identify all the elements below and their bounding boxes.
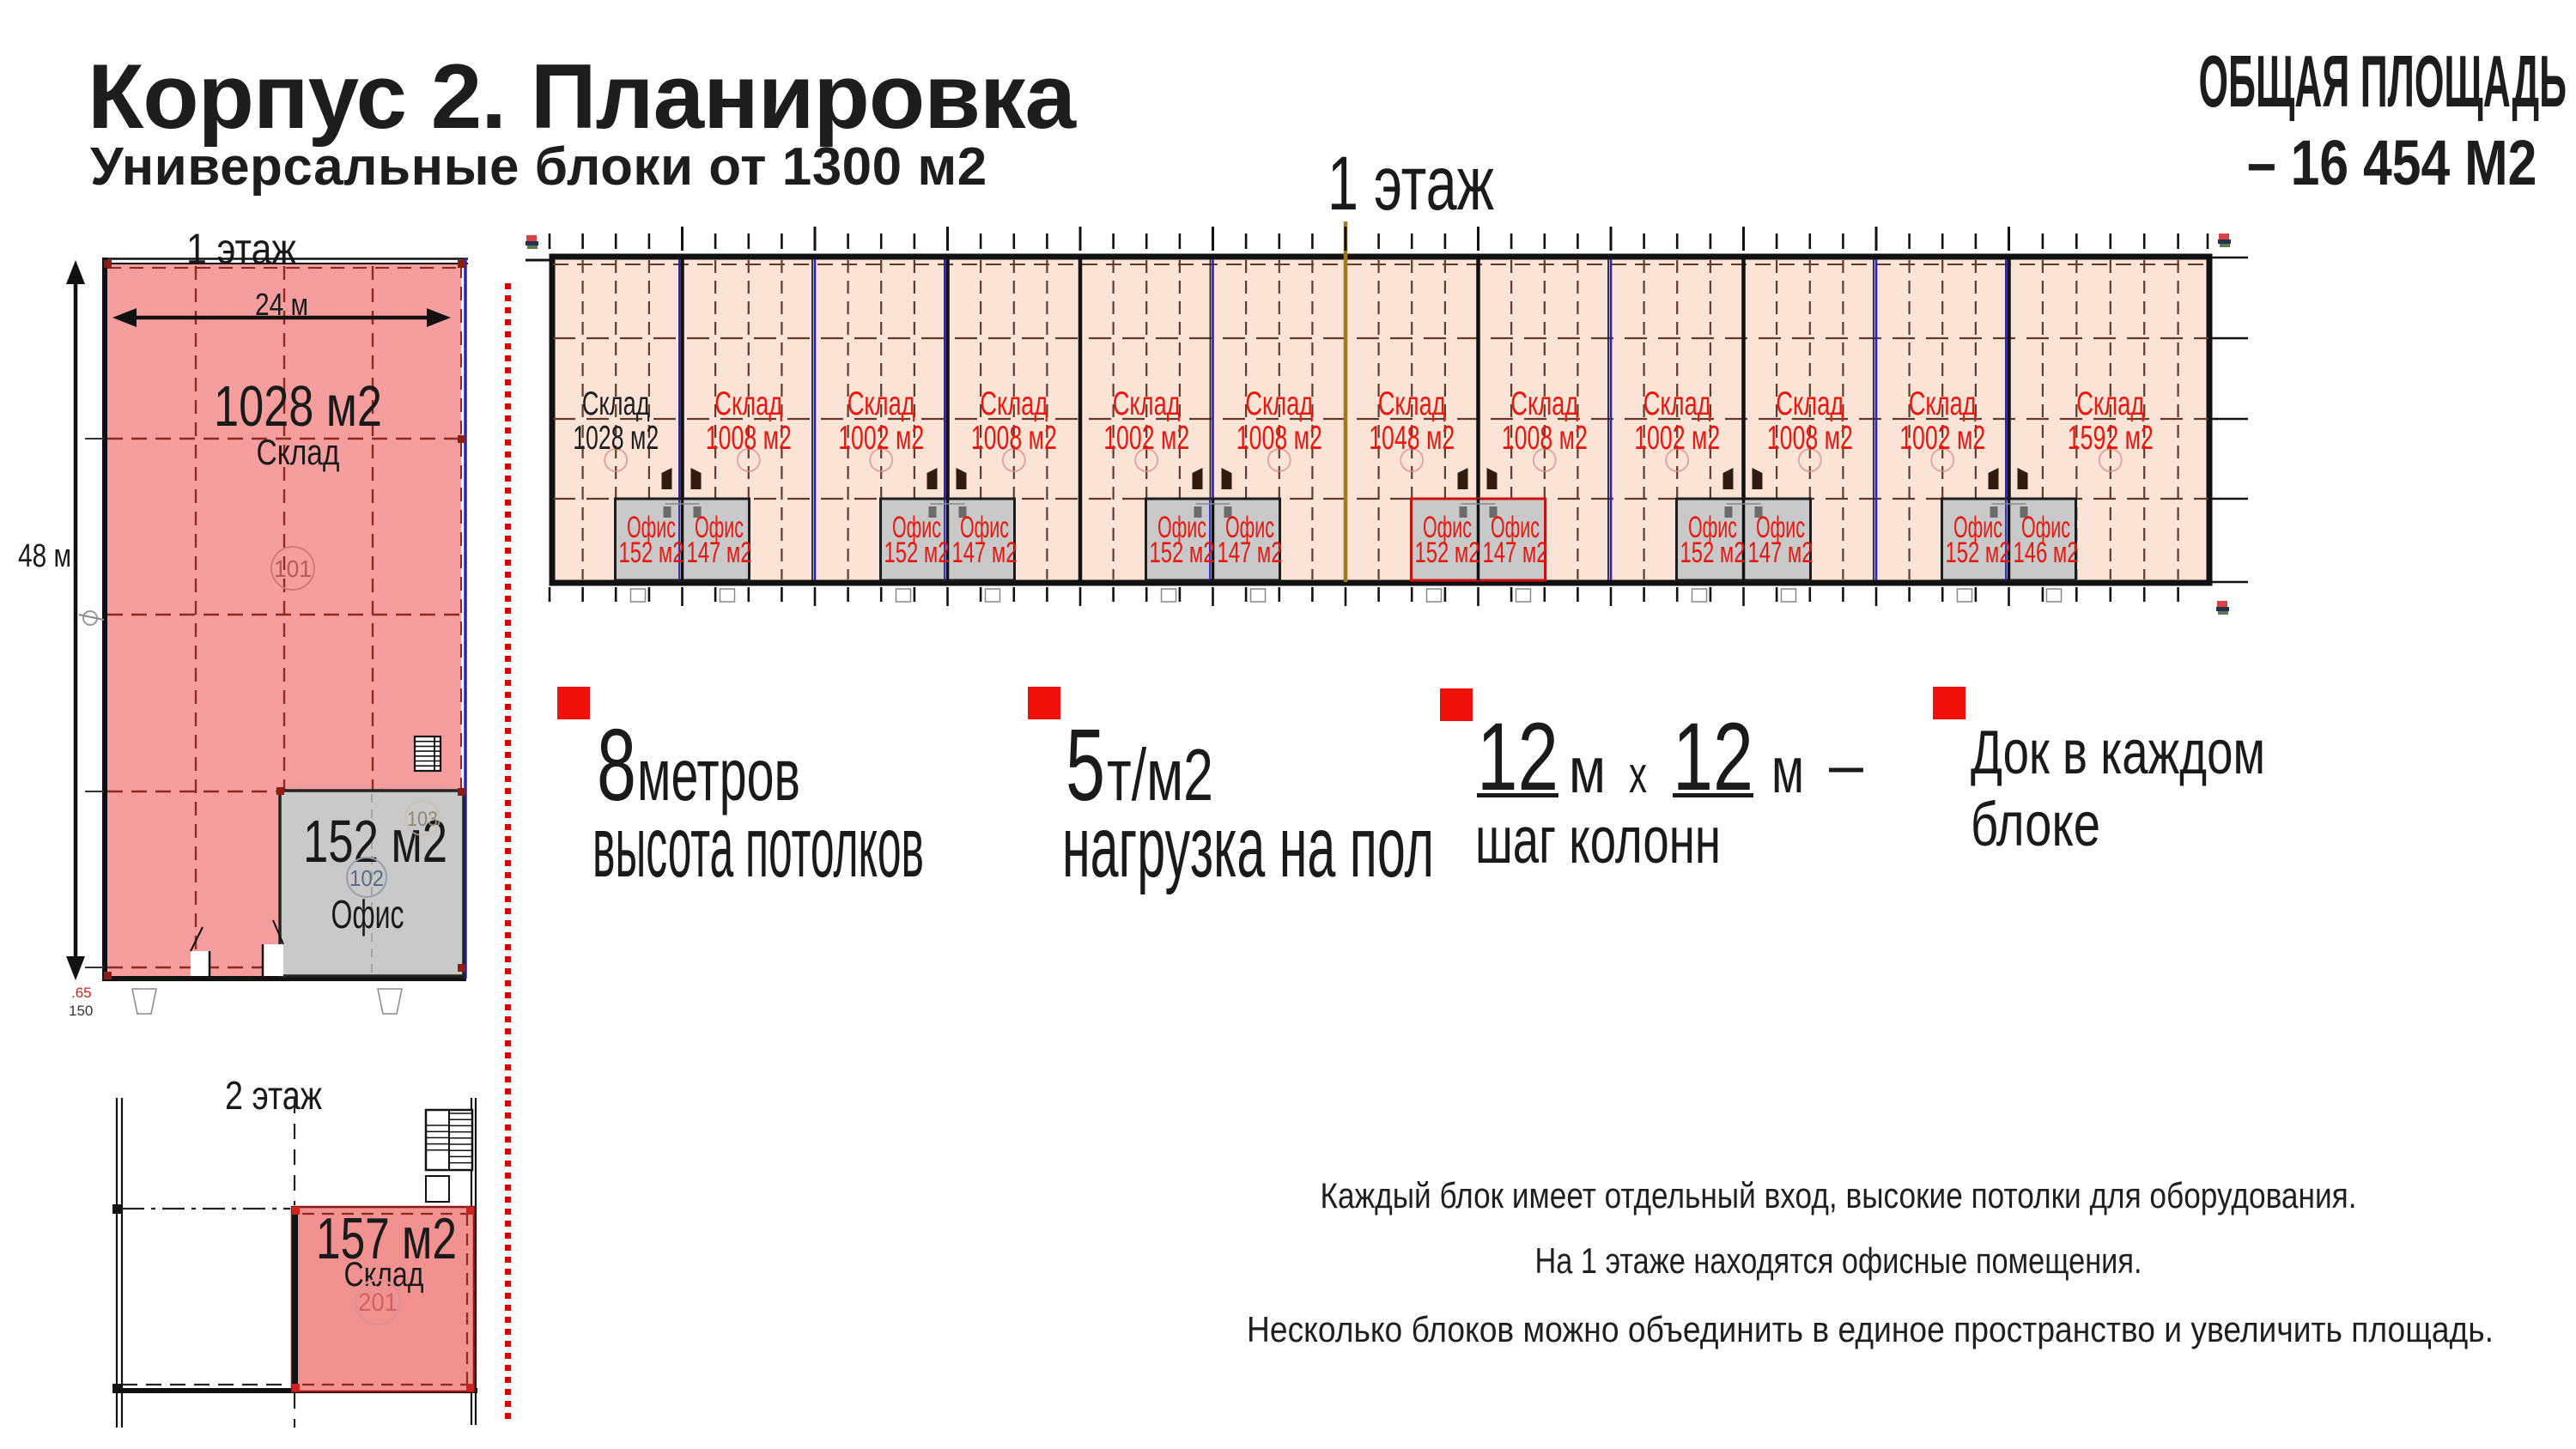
- svg-text:Офис: Офис: [2021, 511, 2070, 544]
- svg-text:146 м2: 146 м2: [2014, 537, 2079, 569]
- svg-text:101: 101: [274, 555, 312, 582]
- svg-text:1008 м2: 1008 м2: [706, 420, 792, 457]
- svg-text:высота потолков: высота потолков: [592, 799, 924, 895]
- svg-text:.65: .65: [71, 985, 92, 1001]
- svg-text:12: 12: [1673, 703, 1753, 810]
- svg-text:1008 м2: 1008 м2: [1236, 420, 1322, 457]
- svg-text:1028 м2: 1028 м2: [214, 374, 382, 439]
- svg-text:147 м2: 147 м2: [1218, 537, 1283, 569]
- svg-text:Офис: Офис: [1225, 511, 1274, 544]
- svg-text:Док в каждом: Док в каждом: [1971, 718, 2265, 787]
- svg-text:метров: метров: [637, 735, 800, 816]
- svg-text:Склад: Склад: [714, 385, 782, 422]
- svg-text:Склад: Склад: [1776, 385, 1844, 422]
- svg-text:150: 150: [69, 1003, 93, 1019]
- svg-text:Склад: Склад: [980, 385, 1048, 422]
- svg-text:103: 103: [407, 808, 438, 831]
- svg-text:152 м2: 152 м2: [1946, 537, 2011, 569]
- svg-text:Несколько блоков можно объедин: Несколько блоков можно объединить в един…: [1247, 1309, 2494, 1349]
- svg-text:1 этаж: 1 этаж: [1327, 140, 1494, 226]
- svg-text:1592 м2: 1592 м2: [2068, 420, 2154, 457]
- svg-text:х: х: [1629, 746, 1647, 803]
- svg-text:Склад: Склад: [1510, 385, 1578, 422]
- svg-text:152 м2: 152 м2: [303, 808, 447, 875]
- svg-text:147 м2: 147 м2: [1483, 537, 1548, 569]
- svg-text:шаг колонн: шаг колонн: [1475, 803, 1721, 877]
- svg-text:Офис: Офис: [1491, 511, 1540, 544]
- svg-text:Офис: Офис: [1953, 511, 2002, 544]
- svg-text:м: м: [1771, 734, 1804, 806]
- svg-text:Склад: Склад: [1113, 385, 1181, 422]
- svg-text:Офис: Офис: [1756, 511, 1805, 544]
- svg-text:Офис: Офис: [892, 511, 941, 544]
- svg-text:152 м2: 152 м2: [1680, 537, 1746, 569]
- svg-text:24 м: 24 м: [255, 287, 308, 322]
- svg-text:Склад: Склад: [1643, 385, 1711, 422]
- svg-text:блоке: блоке: [1971, 791, 2100, 859]
- svg-text:147 м2: 147 м2: [952, 537, 1018, 569]
- svg-text:Офис: Офис: [331, 892, 404, 937]
- svg-text:Склад: Склад: [344, 1256, 424, 1294]
- svg-text:Склад: Склад: [1909, 385, 1977, 422]
- svg-text:102: 102: [349, 865, 384, 891]
- svg-text:157 м2: 157 м2: [316, 1206, 457, 1271]
- svg-text:48 м: 48 м: [18, 538, 71, 574]
- svg-text:1002 м2: 1002 м2: [838, 420, 924, 457]
- svg-text:152 м2: 152 м2: [1150, 537, 1215, 569]
- svg-text:Офис: Офис: [695, 511, 744, 544]
- svg-text:1008 м2: 1008 м2: [1767, 420, 1853, 457]
- svg-text:8: 8: [597, 708, 636, 822]
- svg-text:Каждый блок имеет отдельный вх: Каждый блок имеет отдельный вход, высоки…: [1321, 1175, 2357, 1216]
- svg-text:нагрузка на пол: нагрузка на пол: [1062, 799, 1434, 895]
- svg-text:2 этаж: 2 этаж: [225, 1073, 322, 1118]
- svg-text:Склад: Склад: [2076, 385, 2144, 422]
- svg-text:–: –: [1829, 728, 1863, 800]
- svg-text:Офис: Офис: [627, 511, 676, 544]
- svg-text:1008 м2: 1008 м2: [1502, 420, 1588, 457]
- svg-text:1002 м2: 1002 м2: [1899, 420, 1985, 457]
- svg-text:1008 м2: 1008 м2: [971, 420, 1057, 457]
- svg-text:1002 м2: 1002 м2: [1103, 420, 1189, 457]
- svg-text:Склад: Склад: [1245, 385, 1313, 422]
- svg-text:Склад: Склад: [257, 432, 340, 472]
- svg-text:Склад: Склад: [848, 385, 915, 422]
- svg-text:152 м2: 152 м2: [619, 537, 684, 569]
- svg-text:Офис: Офис: [960, 511, 1009, 544]
- svg-text:Офис: Офис: [1423, 511, 1472, 544]
- svg-text:1048 м2: 1048 м2: [1369, 420, 1455, 457]
- svg-text:147 м2: 147 м2: [687, 537, 752, 569]
- svg-text:Склад: Склад: [582, 385, 650, 422]
- svg-text:201: 201: [358, 1288, 398, 1317]
- svg-text:Склад: Склад: [1378, 385, 1446, 422]
- svg-text:На 1 этаже находятся офисные п: На 1 этаже находятся офисные помещения.: [1535, 1240, 2142, 1281]
- svg-text:152 м2: 152 м2: [884, 537, 950, 569]
- svg-text:1028 м2: 1028 м2: [573, 420, 659, 457]
- svg-text:Офис: Офис: [1688, 511, 1737, 544]
- svg-text:147 м2: 147 м2: [1748, 537, 1814, 569]
- svg-text:152 м2: 152 м2: [1415, 537, 1480, 569]
- svg-text:1002 м2: 1002 м2: [1634, 420, 1720, 457]
- svg-text:5: 5: [1066, 708, 1105, 822]
- svg-text:т/м2: т/м2: [1107, 735, 1213, 816]
- svg-text:Офис: Офис: [1157, 511, 1206, 544]
- svg-text:м: м: [1569, 734, 1606, 806]
- svg-text:12: 12: [1477, 703, 1558, 810]
